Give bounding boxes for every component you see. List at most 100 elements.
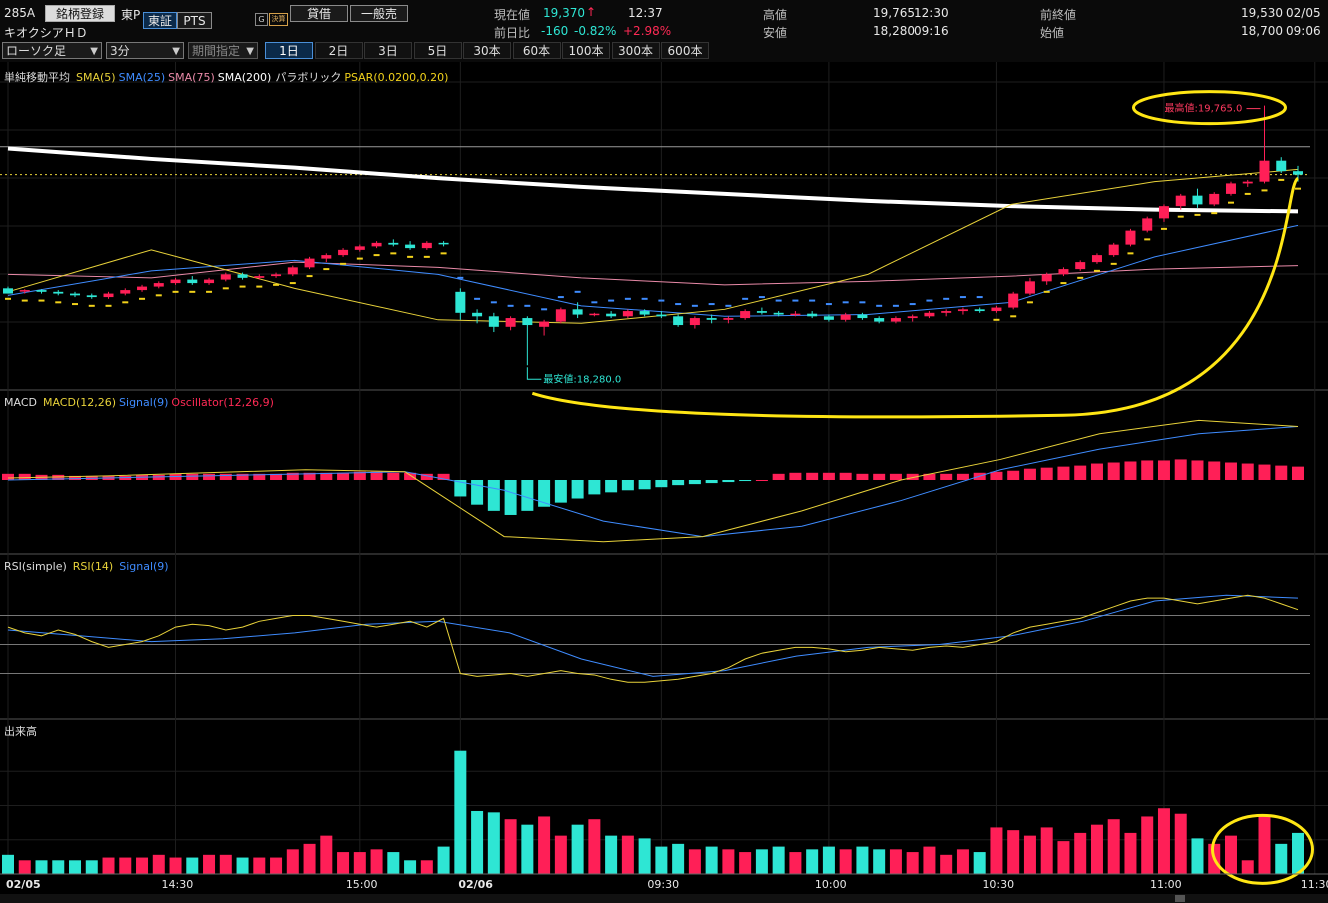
macd-osc-bar xyxy=(889,473,902,480)
macd-osc-bar xyxy=(420,473,433,480)
chevron-down-icon: ▼ xyxy=(246,46,254,57)
volume-bar xyxy=(739,852,752,874)
candle-body xyxy=(606,313,617,317)
candle-body xyxy=(572,309,583,315)
volume-bar xyxy=(755,849,768,874)
candle-body xyxy=(455,291,466,313)
volume-bar xyxy=(1023,835,1036,874)
range-tab[interactable]: 60本 xyxy=(512,42,561,59)
chart-type-value: ローソク足 xyxy=(6,44,67,58)
badge-kessan: 決算 xyxy=(269,13,288,26)
volume-bar xyxy=(806,849,819,874)
macd-osc-bar xyxy=(739,480,752,482)
macd-osc-bar xyxy=(1023,468,1036,480)
x-tick-label: 11:00 xyxy=(1150,878,1182,891)
macd-osc-bar xyxy=(203,473,216,480)
general-sell-button[interactable]: 一般売 xyxy=(350,5,408,22)
chart-area[interactable]: 最高値:19,765.0 最安値:18,280.0 02/05 14:30 15:00 0… xyxy=(0,62,1328,903)
macd-osc-bar xyxy=(1292,466,1304,480)
range-tab[interactable]: 30本 xyxy=(463,42,511,59)
range-tab[interactable]: 600本 xyxy=(661,42,709,59)
volume-bar xyxy=(655,846,668,874)
macd-osc-bar xyxy=(655,480,668,488)
candle-body xyxy=(1108,244,1119,256)
macd-osc-bar xyxy=(705,480,718,484)
volume-bar xyxy=(940,854,953,874)
open-time: 09:06 xyxy=(1286,24,1321,38)
macd-osc-bar xyxy=(789,472,802,480)
sma5-line xyxy=(7,168,1299,324)
volume-bar xyxy=(320,835,333,874)
candle-body xyxy=(1142,218,1153,231)
candle-body xyxy=(204,279,215,284)
candle-body xyxy=(740,311,751,319)
candle-body xyxy=(488,316,499,327)
macd-osc-bar xyxy=(1208,461,1221,480)
volume-bar xyxy=(638,838,651,874)
volume-bar xyxy=(52,860,65,874)
period-select[interactable]: 期間指定 ▼ xyxy=(188,42,258,59)
volume-bar xyxy=(236,857,249,874)
macd-osc-bar xyxy=(923,473,936,480)
change-pct-2: +2.98% xyxy=(623,24,672,38)
volume-bar xyxy=(353,852,366,874)
volume-bar xyxy=(69,860,82,874)
legend-sma5: SMA(5) xyxy=(76,71,116,84)
macd-osc-bar xyxy=(69,475,82,480)
register-button[interactable]: 銘柄登録 xyxy=(45,5,115,22)
candle-body xyxy=(153,283,164,287)
volume-legend: 出来高 xyxy=(4,723,43,739)
volume-bar xyxy=(588,819,601,874)
candle-body xyxy=(857,314,868,319)
legend-macd-osc: Oscillator(12,26,9) xyxy=(171,396,274,409)
tab-tosho[interactable]: 東証 xyxy=(143,12,177,29)
volume-bar xyxy=(169,857,182,874)
badge-g: G xyxy=(255,13,268,26)
volume-bar xyxy=(387,852,400,874)
candle-body xyxy=(1209,193,1220,205)
volume-bar xyxy=(956,849,969,874)
volume-bar xyxy=(454,750,467,874)
macd-osc-bar xyxy=(1241,463,1254,480)
range-tab[interactable]: 100本 xyxy=(562,42,610,59)
chevron-down-icon: ▼ xyxy=(90,46,98,57)
lending-button[interactable]: 貸借 xyxy=(290,5,348,22)
macd-osc-bar xyxy=(538,480,551,507)
candle-body xyxy=(991,307,1002,312)
tab-pts[interactable]: PTS xyxy=(177,12,212,29)
volume-bar xyxy=(119,857,132,874)
candle-body xyxy=(539,321,550,327)
candle-body xyxy=(1175,195,1186,207)
interval-select[interactable]: 3分 ▼ xyxy=(106,42,184,59)
low-time: 09:16 xyxy=(914,24,949,38)
volume-bar xyxy=(873,849,886,874)
macd-osc-bar xyxy=(504,480,517,515)
chart-type-select[interactable]: ローソク足 ▼ xyxy=(2,42,102,59)
range-tab[interactable]: 300本 xyxy=(611,42,660,59)
range-tab[interactable]: 2日 xyxy=(314,42,363,59)
interval-value: 3分 xyxy=(110,44,130,58)
candle-body xyxy=(170,279,181,284)
volume-bar xyxy=(1141,816,1154,874)
open-label: 始値 xyxy=(1040,26,1065,40)
volume-bar xyxy=(286,849,299,874)
macd-osc-bar xyxy=(303,472,316,480)
volume-bar xyxy=(471,810,484,874)
candle-body xyxy=(36,290,47,292)
candle-body xyxy=(1192,195,1203,205)
candle-body xyxy=(773,312,784,315)
volume-bar xyxy=(102,857,115,874)
range-tab[interactable]: 5日 xyxy=(413,42,462,59)
candle-body xyxy=(405,244,416,249)
change-label: 前日比 xyxy=(494,26,531,40)
volume-bar xyxy=(18,860,31,874)
macd-osc-bar xyxy=(571,480,584,499)
price-time: 12:37 xyxy=(628,6,663,20)
macd-osc-bar xyxy=(236,473,249,480)
range-tab[interactable]: 1日 xyxy=(265,42,313,59)
macd-osc-bar xyxy=(454,480,467,497)
candle-body xyxy=(53,291,64,294)
macd-osc-bar xyxy=(772,473,785,480)
candle-body xyxy=(555,309,566,322)
range-tab[interactable]: 3日 xyxy=(364,42,412,59)
